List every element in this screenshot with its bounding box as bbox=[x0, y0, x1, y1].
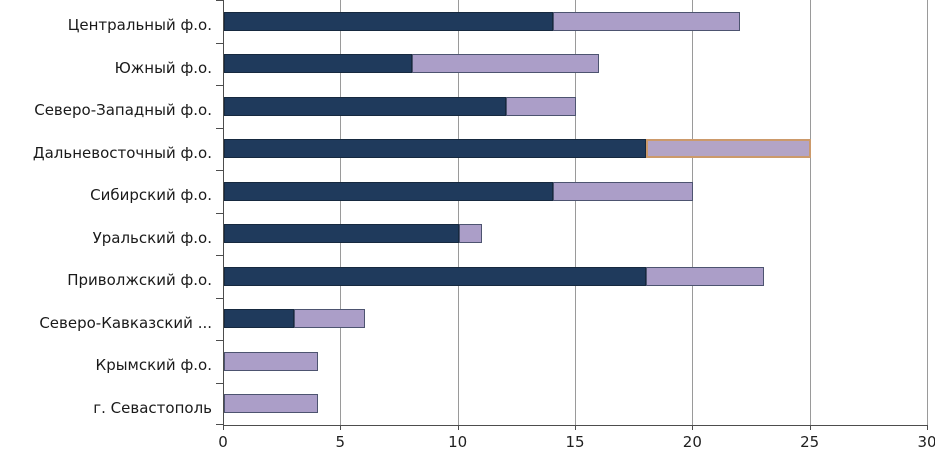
bar-segment-series-2[interactable] bbox=[224, 351, 318, 371]
bar-row bbox=[224, 54, 928, 74]
category-label: Дальневосточный ф.о. bbox=[32, 143, 212, 162]
x-axis-tick bbox=[340, 425, 342, 430]
bar-segment-series-1[interactable] bbox=[224, 224, 459, 244]
bar-segment-series-2-highlighted[interactable] bbox=[646, 139, 811, 159]
bar-segment-series-2[interactable] bbox=[224, 394, 318, 414]
y-axis-tick bbox=[216, 424, 223, 425]
x-axis-tick bbox=[927, 425, 928, 430]
x-axis-tick bbox=[575, 425, 576, 430]
bar-row bbox=[224, 351, 928, 371]
y-axis-tick bbox=[216, 170, 223, 171]
bar-segment-series-1[interactable] bbox=[224, 96, 506, 116]
bar-segment-series-2[interactable] bbox=[458, 224, 483, 244]
category-label: Приволжский ф.о. bbox=[67, 271, 212, 290]
x-tick-label: 25 bbox=[800, 433, 820, 451]
y-axis-tick bbox=[216, 85, 223, 86]
x-tick-label: 0 bbox=[218, 433, 228, 451]
category-label: г. Севастополь bbox=[93, 398, 212, 417]
bar-row bbox=[224, 139, 928, 159]
y-axis-tick bbox=[216, 340, 223, 341]
y-axis-tick bbox=[216, 0, 223, 1]
bar-segment-series-1[interactable] bbox=[224, 11, 553, 31]
category-label: Северо-Западный ф.о. bbox=[34, 101, 212, 120]
category-axis-labels: Центральный ф.о. Южный ф.о. Северо-Западны… bbox=[0, 0, 212, 425]
x-axis-tick bbox=[223, 425, 224, 430]
x-tick-label: 10 bbox=[448, 433, 468, 451]
bar-segment-series-1[interactable] bbox=[224, 309, 295, 329]
bar-segment-series-2[interactable] bbox=[505, 96, 576, 116]
category-label: Уральский ф.о. bbox=[92, 228, 212, 247]
category-label: Северо-Кавказский ... bbox=[39, 313, 212, 332]
bar-segment-series-1[interactable] bbox=[224, 266, 647, 286]
category-label: Центральный ф.о. bbox=[67, 16, 212, 35]
y-axis-tick bbox=[216, 298, 223, 299]
y-axis-tick bbox=[216, 383, 223, 384]
x-axis-tick-labels: 0 5 10 15 20 25 30 bbox=[218, 430, 935, 454]
gridline bbox=[692, 0, 694, 425]
bar-segment-series-2[interactable] bbox=[411, 54, 600, 74]
gridline bbox=[809, 0, 811, 425]
y-axis-tick bbox=[216, 213, 223, 214]
gridline bbox=[575, 0, 576, 425]
bar-row bbox=[224, 224, 928, 244]
bar-row bbox=[224, 11, 928, 31]
x-axis-tick bbox=[809, 425, 811, 430]
bar-segment-series-2[interactable] bbox=[552, 11, 741, 31]
x-tick-label: 15 bbox=[565, 433, 585, 451]
y-axis-tick bbox=[216, 255, 223, 256]
category-label: Сибирский ф.о. bbox=[90, 186, 212, 205]
gridline bbox=[927, 0, 928, 425]
bar-segment-series-2[interactable] bbox=[646, 266, 764, 286]
y-axis-tick bbox=[216, 43, 223, 44]
x-tick-label: 20 bbox=[682, 433, 702, 451]
bar-segment-series-1[interactable] bbox=[224, 54, 412, 74]
bar-row bbox=[224, 394, 928, 414]
bar-row bbox=[224, 309, 928, 329]
bar-row bbox=[224, 266, 928, 286]
bar-segment-series-1[interactable] bbox=[224, 181, 553, 201]
category-label: Южный ф.о. bbox=[114, 58, 212, 77]
bar-segment-series-1[interactable] bbox=[224, 139, 647, 159]
bar-segment-series-2[interactable] bbox=[552, 181, 694, 201]
gridline bbox=[340, 0, 342, 425]
bar-segment-series-2[interactable] bbox=[294, 309, 365, 329]
bar-row bbox=[224, 181, 928, 201]
x-tick-label: 5 bbox=[335, 433, 346, 451]
x-tick-label: 30 bbox=[917, 433, 935, 451]
bar-row bbox=[224, 96, 928, 116]
gridline bbox=[457, 0, 459, 425]
category-label: Крымский ф.о. bbox=[95, 356, 212, 375]
x-axis-tick bbox=[692, 425, 694, 430]
x-axis-tick bbox=[457, 425, 459, 430]
y-axis-tick bbox=[216, 128, 223, 129]
plot-area bbox=[216, 0, 928, 430]
